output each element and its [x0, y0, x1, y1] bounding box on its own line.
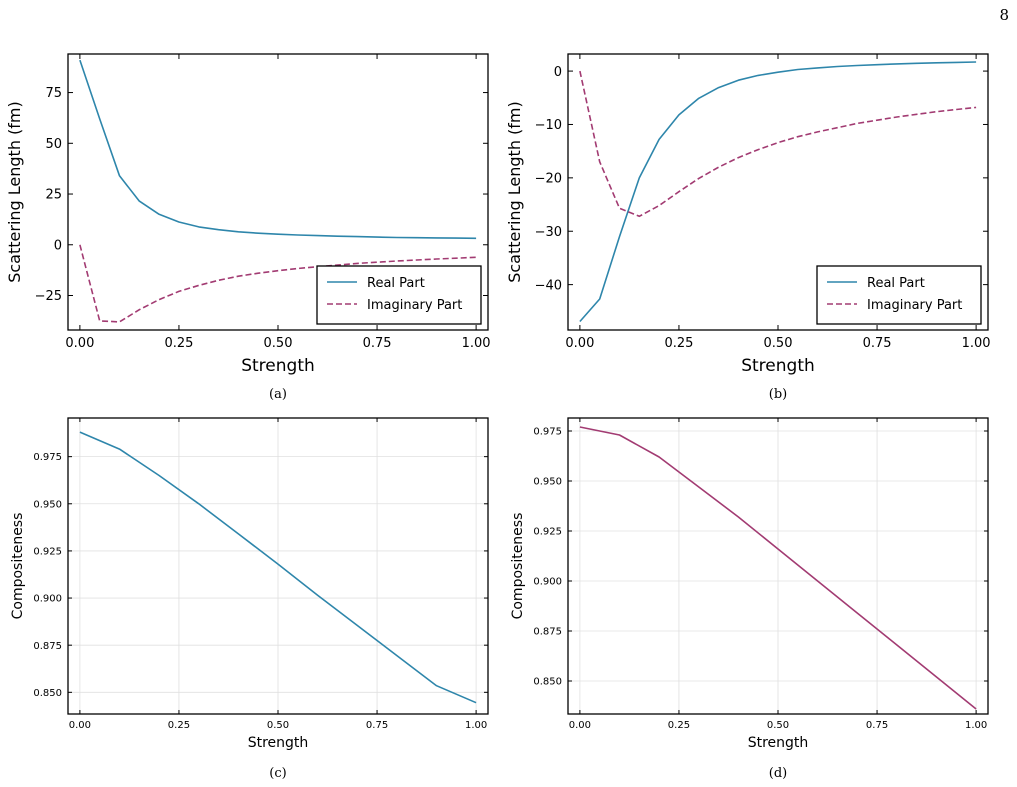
- panel-caption: (d): [769, 766, 787, 781]
- x-tick-label: 0.75: [866, 720, 888, 731]
- x-axis-label: Strength: [748, 735, 809, 751]
- legend-label: Imaginary Part: [867, 298, 962, 313]
- y-tick-label: 0: [554, 65, 562, 80]
- y-tick-label: 0.975: [533, 427, 562, 438]
- series-line-real-part: [79, 59, 477, 240]
- x-tick-label: 0.50: [767, 720, 789, 731]
- series-line-imaginary-part: [79, 244, 477, 323]
- y-tick-label: 50: [45, 137, 62, 152]
- y-tick-label: 0: [54, 238, 62, 253]
- x-tick-label: 0.75: [363, 336, 392, 351]
- x-tick-label: 0.00: [569, 720, 591, 731]
- x-tick-label: 0.25: [164, 336, 193, 351]
- y-tick-label: 0.975: [33, 452, 62, 463]
- legend-label: Imaginary Part: [367, 298, 462, 313]
- y-tick-label: −10: [535, 118, 562, 133]
- y-tick-label: 0.850: [533, 677, 562, 688]
- legend-label: Real Part: [367, 276, 425, 291]
- x-tick-label: 1.00: [465, 720, 487, 731]
- legend-label: Real Part: [867, 276, 925, 291]
- x-axis-label: Strength: [741, 356, 815, 376]
- y-tick-label: 75: [45, 86, 62, 101]
- legend-box: [816, 265, 982, 325]
- series-line-real-part: [579, 61, 977, 323]
- panel-caption: (c): [269, 766, 286, 781]
- chart-panel-c: 0.00 0.25 0.50 0.75 1.00 0.850 0.875 0.900 0.925…: [10, 417, 489, 781]
- y-tick-label: −40: [535, 278, 562, 293]
- y-tick-label: 0.925: [33, 547, 62, 558]
- x-tick-label: 0.25: [168, 720, 190, 731]
- panel-caption: (a): [269, 387, 287, 402]
- y-axis-label: Scattering Length (fm): [5, 101, 24, 283]
- series-line-compositeness: [579, 426, 977, 710]
- x-tick-label: 0.50: [764, 336, 793, 351]
- x-tick-label: 0.75: [366, 720, 388, 731]
- legend-box: [316, 265, 482, 325]
- y-tick-label: 0.875: [533, 627, 562, 638]
- x-tick-label: 1.00: [462, 336, 491, 351]
- x-axis-label: Strength: [248, 735, 309, 751]
- x-tick-label: 1.00: [965, 720, 987, 731]
- y-tick-label: −30: [535, 225, 562, 240]
- y-tick-label: 0.900: [533, 577, 562, 588]
- x-tick-label: 0.00: [65, 336, 94, 351]
- x-tick-label: 0.50: [267, 720, 289, 731]
- chart-panel-a: 0.00 0.25 0.50 0.75 1.00 −25 0 25 50 75 Strength Sc…: [5, 53, 491, 402]
- page-number: 8: [999, 6, 1009, 24]
- y-tick-label: 0.950: [533, 477, 562, 488]
- x-axis-label: Strength: [241, 356, 315, 376]
- y-axis-label: Compositeness: [10, 513, 26, 620]
- series-line-imaginary-part: [579, 70, 977, 218]
- x-tick-label: 0.50: [264, 336, 293, 351]
- x-tick-label: 1.00: [962, 336, 991, 351]
- x-tick-label: 0.75: [863, 336, 892, 351]
- x-tick-label: 0.25: [664, 336, 693, 351]
- y-axis-label: Compositeness: [510, 513, 526, 620]
- y-tick-label: 0.875: [33, 641, 62, 652]
- x-tick-label: 0.00: [565, 336, 594, 351]
- x-tick-label: 0.25: [668, 720, 690, 731]
- legend: Real Part Imaginary Part: [316, 265, 482, 325]
- y-tick-label: −20: [535, 172, 562, 187]
- legend: Real Part Imaginary Part: [816, 265, 982, 325]
- y-tick-label: 0.950: [33, 499, 62, 510]
- panel-caption: (b): [769, 387, 787, 402]
- chart-panel-b: 0.00 0.25 0.50 0.75 1.00 −40 −30 −20 −10 0 Strengt…: [505, 53, 991, 402]
- y-tick-label: 0.850: [33, 688, 62, 699]
- y-tick-label: 25: [45, 188, 62, 203]
- y-tick-label: 0.925: [533, 527, 562, 538]
- chart-panel-d: 0.00 0.25 0.50 0.75 1.00 0.850 0.875 0.900 0.925…: [510, 417, 989, 781]
- x-tick-label: 0.00: [69, 720, 91, 731]
- y-tick-label: 0.900: [33, 594, 62, 605]
- series-line-compositeness: [79, 431, 477, 704]
- y-tick-label: −25: [35, 289, 62, 304]
- y-axis-label: Scattering Length (fm): [505, 101, 524, 283]
